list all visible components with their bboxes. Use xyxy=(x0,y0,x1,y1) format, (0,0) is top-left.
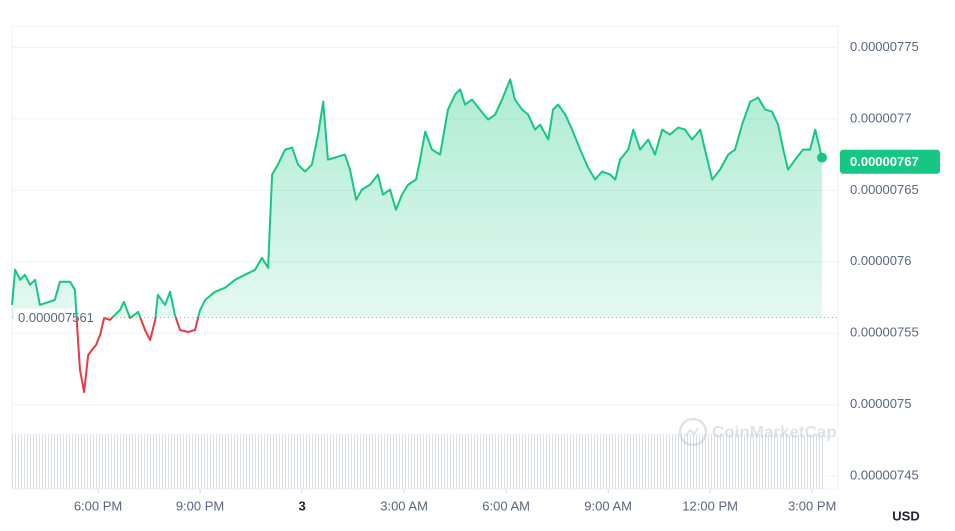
current-price-tag xyxy=(840,149,940,174)
y-tick-label: 0.0000076 xyxy=(850,253,911,268)
y-tick-label: 0.00000765 xyxy=(850,182,919,197)
x-tick-label: 3:00 AM xyxy=(380,498,428,513)
watermark: CoinMarketCap xyxy=(678,417,837,447)
watermark-text: CoinMarketCap xyxy=(712,422,837,441)
last-point xyxy=(817,152,828,163)
x-tick-label: 6:00 AM xyxy=(482,498,530,513)
currency-label: USD xyxy=(892,508,919,523)
y-tick-label: 0.0000077 xyxy=(850,110,911,125)
x-tick-label: 3:00 PM xyxy=(788,498,836,513)
y-tick-label: 0.0000075 xyxy=(850,396,911,411)
y-tick-label: 0.00000775 xyxy=(850,39,919,54)
x-tick-label: 6:00 PM xyxy=(74,498,122,513)
y-tick-label: 0.00000745 xyxy=(850,468,919,483)
x-tick-label: 3 xyxy=(298,498,305,513)
current-price-label: 0.00000767 xyxy=(850,154,919,169)
y-tick-label: 0.00000755 xyxy=(850,325,919,340)
baseline-label: 0.000007561 xyxy=(18,310,94,325)
volume-band xyxy=(12,434,824,489)
price-area xyxy=(12,79,822,318)
x-tick-label: 9:00 AM xyxy=(584,498,632,513)
x-tick-label: 12:00 PM xyxy=(682,498,738,513)
baseline-label-bg xyxy=(14,308,106,327)
price-line xyxy=(11,78,823,393)
x-tick-label: 9:00 PM xyxy=(176,498,224,513)
